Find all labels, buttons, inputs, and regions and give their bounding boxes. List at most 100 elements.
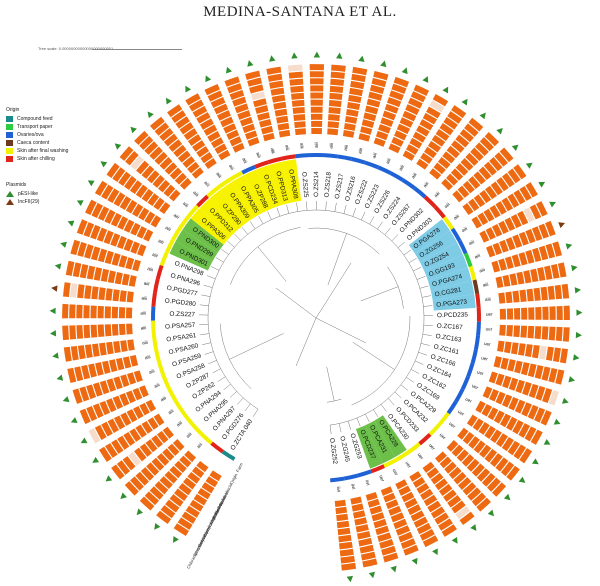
clade-highlight bbox=[355, 425, 383, 469]
pesi-plasmid-marker bbox=[100, 161, 108, 168]
leaf-label: O.ZS214 bbox=[313, 171, 320, 197]
resistance-block bbox=[556, 305, 563, 320]
resistance-block bbox=[549, 306, 556, 320]
resistance-block bbox=[527, 363, 537, 378]
tree-branch bbox=[360, 286, 399, 302]
resistance-block bbox=[134, 447, 147, 462]
resistance-block bbox=[504, 341, 512, 354]
resistance-block bbox=[520, 362, 530, 376]
resistance-block bbox=[489, 157, 503, 172]
resistance-block bbox=[158, 179, 171, 193]
resistance-block bbox=[187, 161, 200, 174]
clade-highlight bbox=[269, 161, 292, 206]
resistance-block bbox=[207, 90, 223, 102]
resistance-block bbox=[192, 140, 206, 152]
resistance-block bbox=[90, 324, 98, 338]
farm-label: aiii bbox=[182, 201, 190, 208]
resistance-block bbox=[259, 119, 272, 128]
resistance-block bbox=[422, 461, 435, 473]
resistance-block bbox=[97, 206, 110, 221]
resistance-block bbox=[473, 440, 486, 454]
resistance-block bbox=[513, 164, 527, 180]
leaf-label: O.PGD277 bbox=[166, 285, 198, 298]
resistance-block bbox=[355, 524, 369, 533]
resistance-block bbox=[362, 558, 378, 568]
origin-ring-segment bbox=[446, 400, 458, 415]
resistance-block bbox=[99, 400, 111, 416]
resistance-block bbox=[97, 324, 105, 338]
resistance-block bbox=[426, 106, 441, 119]
resistance-block bbox=[536, 201, 548, 217]
resistance-block bbox=[378, 124, 391, 134]
farm-label: iivi bbox=[336, 486, 342, 492]
pesi-plasmid-marker bbox=[225, 66, 233, 74]
resistance-block bbox=[62, 325, 70, 341]
resistance-block bbox=[391, 136, 404, 147]
resistance-block bbox=[360, 126, 373, 135]
tree-branch bbox=[421, 295, 431, 298]
resistance-block bbox=[477, 212, 489, 226]
resistance-block bbox=[482, 386, 493, 399]
pesi-plasmid-marker bbox=[49, 307, 56, 315]
farm-label: aiii bbox=[153, 382, 160, 389]
resistance-block bbox=[289, 78, 304, 86]
farm-label: uer bbox=[465, 396, 474, 404]
origin-ring-segment bbox=[401, 178, 416, 190]
origin-ring-segment bbox=[199, 432, 213, 445]
resistance-block bbox=[455, 163, 469, 176]
resistance-block bbox=[96, 227, 108, 242]
resistance-block bbox=[534, 407, 546, 423]
resistance-block bbox=[393, 76, 410, 88]
farm-label: uer bbox=[485, 326, 492, 331]
resistance-block bbox=[104, 250, 114, 265]
pesi-plasmid-marker bbox=[247, 60, 254, 67]
legend-item: Compound feed bbox=[6, 115, 68, 123]
resistance-block bbox=[511, 342, 519, 355]
resistance-block bbox=[113, 415, 126, 430]
resistance-block bbox=[501, 197, 514, 212]
resistance-block bbox=[97, 305, 104, 319]
resistance-block bbox=[133, 370, 143, 383]
clade-highlight bbox=[424, 254, 468, 281]
pesi-plasmid-marker bbox=[60, 241, 67, 248]
resistance-block bbox=[335, 506, 348, 515]
resistance-block bbox=[462, 180, 475, 194]
resistance-block bbox=[494, 152, 508, 167]
resistance-block bbox=[359, 544, 375, 554]
farm-label: aiii bbox=[479, 267, 486, 273]
resistance-block bbox=[528, 383, 539, 399]
resistance-block bbox=[542, 306, 549, 320]
resistance-block bbox=[141, 188, 154, 203]
resistance-block bbox=[201, 482, 215, 494]
tree-branch bbox=[286, 204, 290, 214]
farm-label: aiii bbox=[185, 431, 193, 438]
legend-item-label: Ovaries/ova bbox=[17, 132, 44, 138]
resistance-block bbox=[404, 497, 418, 509]
resistance-block bbox=[510, 214, 522, 229]
resistance-block bbox=[94, 424, 107, 440]
resistance-block bbox=[88, 363, 97, 378]
resistance-block bbox=[144, 141, 159, 155]
resistance-block bbox=[496, 177, 509, 192]
resistance-block bbox=[420, 488, 434, 501]
resistance-block bbox=[327, 121, 340, 129]
leaf-label: O.PGD280 bbox=[164, 298, 196, 309]
origin-ring-segment bbox=[323, 153, 338, 159]
resistance-block bbox=[385, 499, 399, 510]
resistance-block bbox=[520, 325, 528, 338]
legend-item: IncFII(29) bbox=[6, 198, 39, 206]
resistance-block bbox=[179, 122, 194, 135]
clade-highlight bbox=[282, 159, 302, 203]
tree-branch bbox=[410, 369, 420, 374]
resistance-block bbox=[224, 76, 240, 87]
resistance-block bbox=[209, 470, 222, 482]
resistance-block bbox=[218, 149, 231, 161]
resistance-block bbox=[70, 283, 78, 298]
resistance-block bbox=[70, 345, 79, 361]
legend-item: Skin after chilling bbox=[6, 155, 68, 163]
resistance-block bbox=[513, 325, 521, 338]
resistance-block bbox=[220, 116, 234, 128]
farm-label: aiii bbox=[270, 147, 276, 154]
clade-highlight bbox=[231, 175, 263, 218]
tree-scale-bar bbox=[92, 49, 182, 50]
